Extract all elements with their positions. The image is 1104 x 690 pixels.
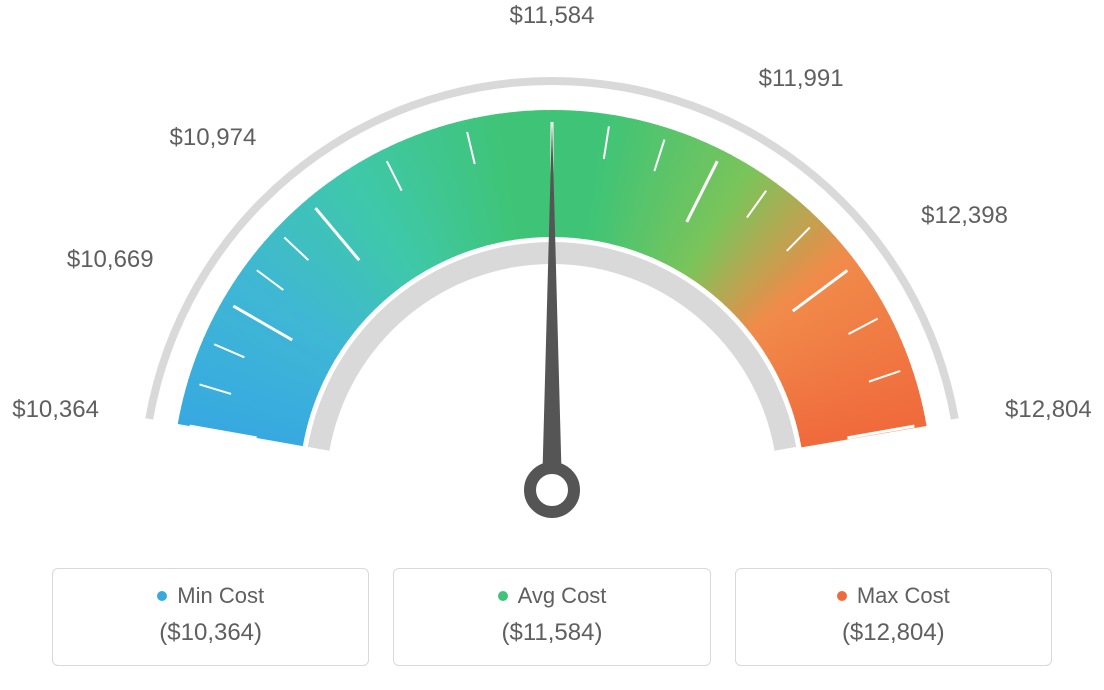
legend-card-avg: Avg Cost ($11,584)	[393, 568, 710, 666]
gauge-tick-label: $12,398	[921, 202, 1008, 230]
legend-title-text: Max Cost	[857, 583, 950, 609]
legend-title-text: Min Cost	[177, 583, 264, 609]
gauge-tick-label: $11,991	[759, 65, 844, 93]
legend-value-avg: ($11,584)	[404, 619, 699, 647]
legend-row: Min Cost ($10,364) Avg Cost ($11,584) Ma…	[52, 568, 1052, 666]
legend-value-min: ($10,364)	[63, 619, 358, 647]
gauge-chart-container: $10,364 $10,669 $10,974 $11,584 $11,991 $12,3…	[0, 0, 1104, 690]
gauge-tick-label: $12,804	[1005, 396, 1092, 424]
gauge-tick-label: $11,584	[510, 2, 595, 30]
gauge-tick-label: $10,974	[170, 124, 257, 152]
legend-title-min: Min Cost	[157, 583, 264, 609]
gauge-svg	[0, 0, 1104, 540]
gauge-tick-label: $10,669	[67, 246, 154, 274]
legend-value-max: ($12,804)	[746, 619, 1041, 647]
gauge-tick-label: $10,364	[12, 396, 99, 424]
legend-title-max: Max Cost	[837, 583, 950, 609]
legend-title-avg: Avg Cost	[498, 583, 607, 609]
legend-title-text: Avg Cost	[518, 583, 607, 609]
legend-card-max: Max Cost ($12,804)	[735, 568, 1052, 666]
dot-icon	[837, 591, 847, 601]
dot-icon	[157, 591, 167, 601]
legend-card-min: Min Cost ($10,364)	[52, 568, 369, 666]
gauge-area: $10,364 $10,669 $10,974 $11,584 $11,991 $12,3…	[0, 0, 1104, 540]
dot-icon	[498, 591, 508, 601]
